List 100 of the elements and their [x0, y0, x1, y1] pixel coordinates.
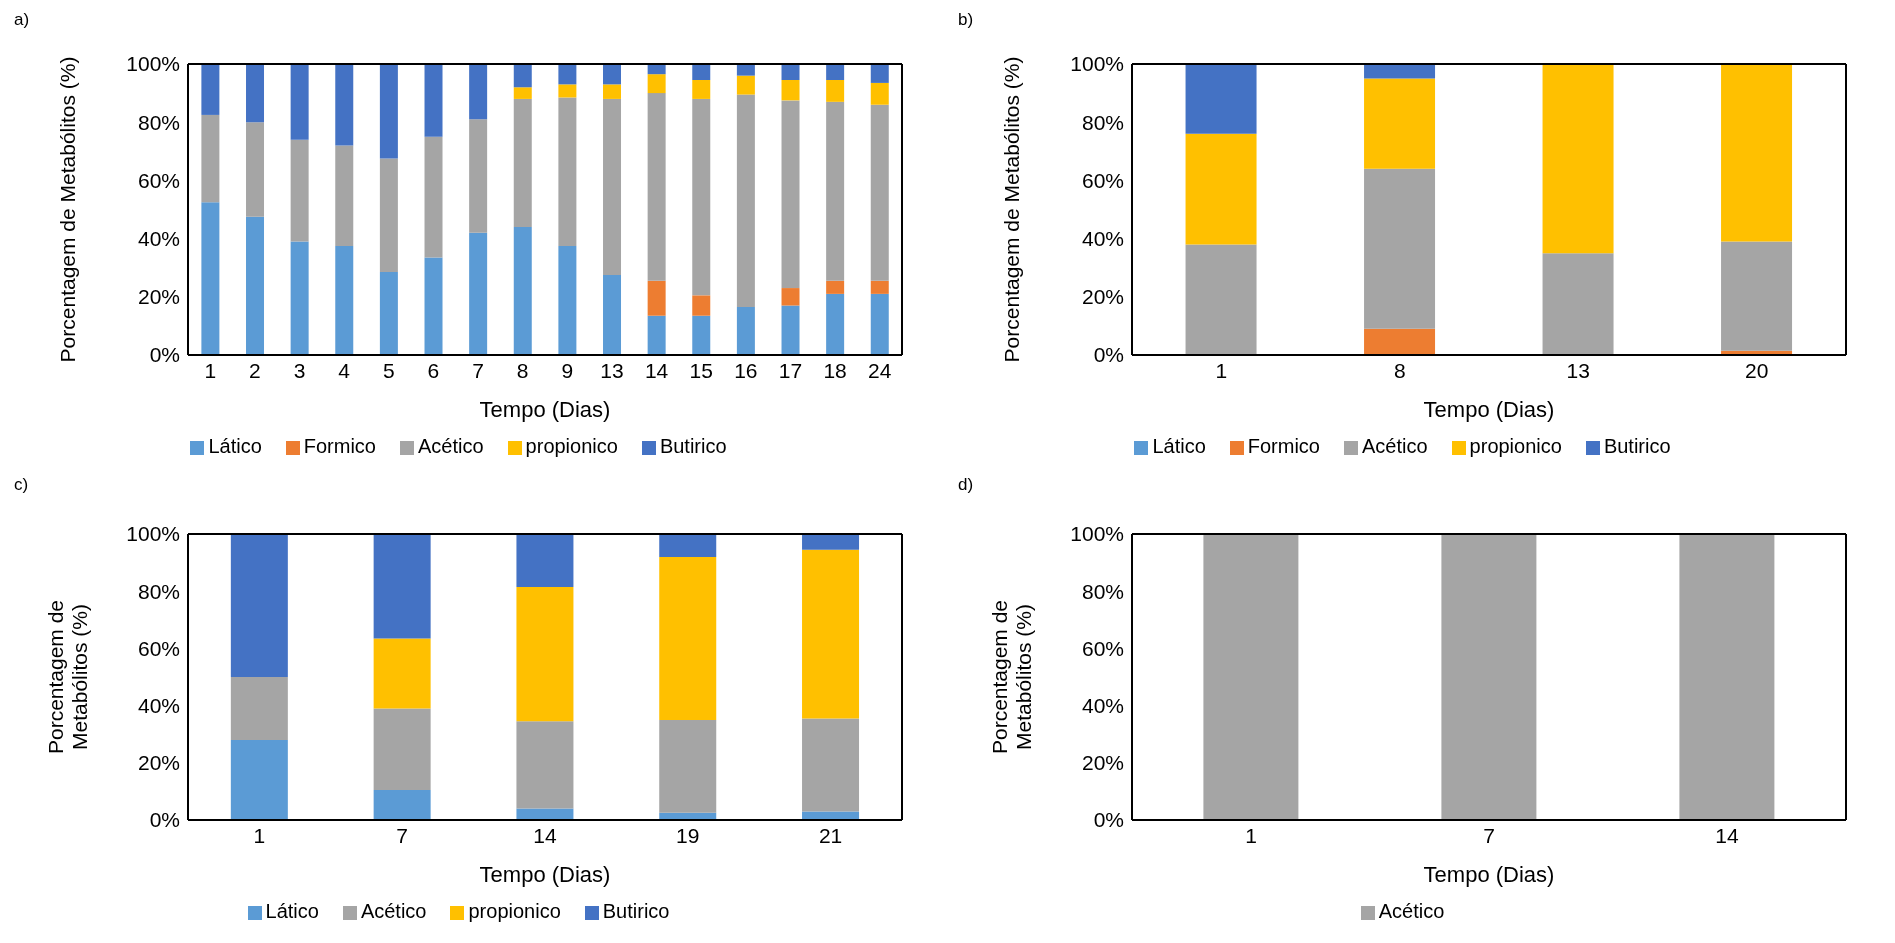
y-axis-title: Porcentagem de Metabólitos (%)	[988, 599, 1035, 755]
legend-label: Lático	[208, 435, 262, 457]
x-tick-label: 16	[734, 358, 758, 382]
bar	[1542, 64, 1614, 254]
bar	[659, 556, 717, 720]
legend-label: Lático	[1152, 435, 1206, 457]
legend-label: propionico	[468, 900, 561, 922]
bar	[513, 87, 532, 99]
y-tick-label: 100%	[126, 522, 180, 546]
bar	[1185, 244, 1257, 355]
y-tick-label: 80%	[1081, 579, 1124, 603]
bar	[826, 293, 845, 355]
legend-label: Butirico	[659, 435, 727, 457]
x-tick-label: 14	[533, 823, 557, 847]
y-tick-label: 100%	[1070, 52, 1124, 76]
x-tick-label: 18	[823, 358, 847, 382]
x-tick-label: 13	[1566, 358, 1590, 382]
x-tick-label: 1	[253, 823, 266, 847]
bar	[736, 75, 755, 95]
bar	[230, 677, 288, 740]
bar	[201, 64, 220, 115]
bar	[558, 97, 577, 246]
bar	[781, 64, 800, 81]
bar	[870, 280, 889, 294]
y-tick-label: 60%	[1081, 168, 1124, 192]
bar	[659, 719, 717, 813]
bar	[870, 293, 889, 355]
bar	[201, 202, 220, 355]
y-tick-label: 100%	[126, 52, 180, 76]
bar	[513, 64, 532, 88]
y-tick-label: 0%	[1093, 343, 1124, 367]
text: d)	[958, 475, 974, 495]
bar	[1542, 253, 1614, 355]
bar	[826, 101, 845, 281]
bar	[290, 241, 309, 355]
legend-label: Formico	[303, 435, 376, 457]
bar	[603, 98, 622, 275]
y-tick-label: 0%	[149, 343, 180, 367]
x-tick-label: 15	[689, 358, 713, 382]
bar	[373, 789, 431, 820]
bar	[379, 64, 398, 159]
bar	[692, 315, 711, 355]
text: c)	[14, 475, 29, 495]
y-tick-label: 20%	[137, 285, 180, 309]
y-tick-label: 80%	[137, 579, 180, 603]
x-tick-label: 14	[1715, 823, 1739, 847]
bar	[1364, 328, 1436, 355]
legend-label: Acético	[1378, 900, 1445, 922]
y-tick-label: 40%	[137, 694, 180, 718]
x-tick-label: 5	[382, 358, 395, 382]
bar	[736, 94, 755, 307]
y-tick-label: 20%	[137, 751, 180, 775]
bar	[1364, 78, 1436, 169]
x-tick-label: 21	[818, 823, 843, 847]
x-tick-label: 1	[204, 358, 217, 382]
bar	[373, 638, 431, 709]
bar	[230, 739, 288, 820]
bar	[513, 226, 532, 355]
bar	[802, 811, 860, 820]
bar	[1185, 64, 1257, 134]
bar	[513, 98, 532, 227]
legend-label: Butirico	[1603, 435, 1671, 457]
bar	[1721, 64, 1793, 242]
bar	[379, 158, 398, 273]
bar	[516, 534, 574, 587]
bar	[424, 257, 443, 355]
bar	[802, 718, 860, 812]
legend-label: Lático	[265, 900, 319, 922]
y-tick-label: 0%	[1093, 808, 1124, 832]
bar	[826, 64, 845, 81]
x-axis-title: Tempo (Dias)	[479, 397, 611, 422]
x-tick-label: 4	[338, 358, 351, 382]
bar	[736, 64, 755, 76]
y-tick-label: 80%	[137, 110, 180, 134]
bar	[335, 64, 354, 146]
bar	[692, 98, 711, 296]
bar	[870, 64, 889, 83]
x-tick-label: 8	[516, 358, 529, 382]
bar	[1721, 241, 1793, 351]
x-tick-label: 7	[1483, 823, 1495, 847]
y-tick-label: 60%	[1081, 636, 1124, 660]
bar	[469, 64, 488, 120]
x-axis-title: Tempo (Dias)	[1423, 862, 1555, 887]
legend-label: Acético	[418, 435, 484, 457]
x-tick-label: 1	[1215, 358, 1228, 382]
legend-label: Acético	[1362, 435, 1428, 457]
bar	[246, 64, 265, 123]
bar	[603, 84, 622, 99]
x-tick-label: 19	[676, 823, 700, 847]
x-tick-label: 7	[472, 358, 484, 382]
bar	[379, 272, 398, 355]
x-tick-label: 24	[868, 358, 892, 382]
x-tick-label: 7	[396, 823, 409, 847]
bar	[469, 119, 488, 233]
x-tick-label: 9	[561, 358, 574, 382]
bar	[802, 534, 860, 550]
y-tick-label: 0%	[149, 808, 180, 832]
bar	[802, 549, 860, 719]
x-tick-label: 6	[427, 358, 440, 382]
bar	[647, 280, 666, 316]
